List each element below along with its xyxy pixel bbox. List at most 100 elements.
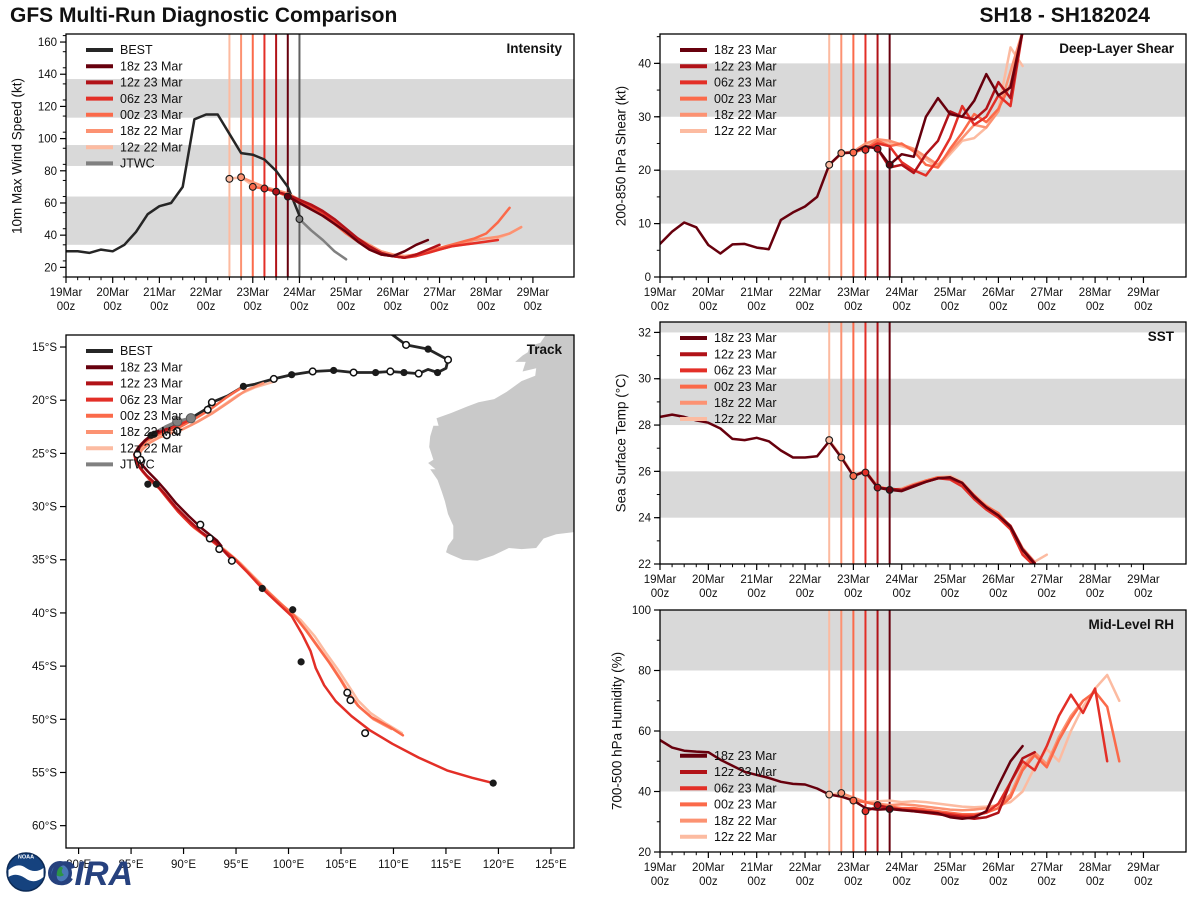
x-tick-label-hour: 00z bbox=[150, 301, 169, 313]
x-tick-label-day: 21Mar bbox=[143, 287, 176, 299]
agency-logos: NOAA CIRA bbox=[6, 852, 133, 893]
legend-label-rh: 00z 23 Mar bbox=[714, 798, 777, 812]
noaa-logo-text: NOAA bbox=[18, 855, 34, 861]
category-band bbox=[660, 610, 1186, 671]
y-tick-label: 80 bbox=[44, 166, 57, 178]
position-marker-00z bbox=[424, 345, 432, 353]
rh-series-18z 22 Mar bbox=[840, 699, 1085, 812]
category-band bbox=[660, 322, 1186, 333]
position-marker-12z bbox=[361, 729, 370, 738]
x-tick-label-hour: 00z bbox=[747, 876, 766, 888]
x-tick-label-hour: 00z bbox=[1086, 588, 1105, 600]
lon-tick-label: 120°E bbox=[483, 859, 515, 871]
sst-series-18z 23 Mar bbox=[660, 413, 1036, 564]
lat-tick-label: 30°S bbox=[32, 502, 57, 514]
category-band bbox=[660, 378, 1186, 426]
lon-tick-label: 115°E bbox=[431, 859, 462, 871]
x-tick-label-day: 21Mar bbox=[740, 574, 773, 586]
run-start-marker bbox=[861, 145, 870, 154]
x-tick-label-hour: 00z bbox=[477, 301, 496, 313]
lat-tick-label: 35°S bbox=[32, 555, 57, 567]
position-marker-12z bbox=[349, 368, 358, 377]
x-tick-label-hour: 00z bbox=[796, 588, 815, 600]
x-tick-label-hour: 00z bbox=[796, 301, 815, 313]
x-tick-label-hour: 00z bbox=[57, 301, 76, 313]
x-tick-label-day: 28Mar bbox=[1079, 862, 1112, 874]
x-tick-label-day: 19Mar bbox=[50, 287, 83, 299]
storm-id-title: SH18 - SH182024 bbox=[979, 4, 1150, 27]
legend-label-intensity: 00z 23 Mar bbox=[120, 108, 183, 122]
x-tick-label-day: 29Mar bbox=[1127, 574, 1160, 586]
run-start-marker bbox=[861, 807, 870, 816]
legend-label-intensity: 12z 23 Mar bbox=[120, 76, 183, 90]
run-start-marker bbox=[825, 160, 834, 169]
x-tick-label-hour: 00z bbox=[989, 588, 1008, 600]
lon-tick-label: 95°E bbox=[224, 859, 249, 871]
x-tick-label-hour: 00z bbox=[651, 876, 670, 888]
position-marker-12z bbox=[203, 405, 212, 414]
plot-area-rh bbox=[660, 610, 1186, 852]
legend-label-rh: 12z 23 Mar bbox=[714, 765, 777, 779]
legend-label-track: 12z 22 Mar bbox=[120, 441, 183, 455]
position-marker-12z bbox=[205, 534, 214, 543]
position-marker-00z bbox=[489, 779, 497, 787]
x-tick-label-day: 21Mar bbox=[740, 862, 773, 874]
shear-series-00z 23 Mar bbox=[852, 34, 1024, 169]
panel-border bbox=[659, 33, 1187, 278]
x-tick-label-day: 23Mar bbox=[236, 287, 269, 299]
y-tick-label: 32 bbox=[638, 327, 651, 339]
lat-tick-label: 50°S bbox=[32, 714, 57, 726]
lon-tick-label: 90°E bbox=[171, 859, 196, 871]
legend-label-intensity: 12z 22 Mar bbox=[120, 140, 183, 154]
intensity-series-12z 23 Mar bbox=[274, 190, 441, 259]
x-tick-label-hour: 00z bbox=[699, 876, 718, 888]
legend-label-shear: 12z 22 Mar bbox=[714, 124, 777, 138]
position-marker-00z bbox=[433, 368, 442, 377]
x-tick-label-hour: 00z bbox=[1134, 301, 1153, 313]
y-tick-label: 40 bbox=[638, 58, 651, 70]
category-band bbox=[660, 170, 1186, 224]
y-tick-label: 60 bbox=[638, 726, 651, 738]
legend-label-intensity: 06z 23 Mar bbox=[120, 92, 183, 106]
legend-label-shear: 12z 23 Mar bbox=[714, 59, 777, 73]
lat-tick-label: 15°S bbox=[32, 342, 57, 354]
x-tick-label-day: 26Mar bbox=[982, 287, 1015, 299]
x-tick-label-day: 28Mar bbox=[470, 287, 503, 299]
run-start-marker bbox=[237, 173, 246, 182]
x-tick-label-day: 29Mar bbox=[1127, 287, 1160, 299]
plot-area-intensity bbox=[66, 34, 574, 277]
run-start-marker bbox=[825, 790, 834, 799]
lat-tick-label: 40°S bbox=[32, 608, 57, 620]
position-marker-12z bbox=[136, 455, 145, 464]
x-tick-label-hour: 00z bbox=[941, 301, 960, 313]
y-tick-label: 26 bbox=[638, 466, 651, 478]
x-tick-label-hour: 00z bbox=[941, 588, 960, 600]
x-tick-label-day: 22Mar bbox=[789, 574, 822, 586]
y-tick-label: 20 bbox=[44, 262, 57, 274]
y-tick-label: 40 bbox=[44, 230, 57, 242]
run-start-marker bbox=[861, 468, 870, 477]
intensity-series-JTWC bbox=[298, 217, 348, 261]
position-marker-00z bbox=[297, 658, 305, 666]
y-tick-label: 20 bbox=[638, 165, 651, 177]
x-tick-label-day: 24Mar bbox=[885, 287, 918, 299]
x-tick-label-day: 19Mar bbox=[644, 862, 677, 874]
x-tick-label-hour: 00z bbox=[103, 301, 122, 313]
panel-border bbox=[659, 321, 1187, 565]
legend-label-rh: 12z 22 Mar bbox=[714, 830, 777, 844]
legend-label-track: 00z 23 Mar bbox=[120, 409, 183, 423]
lon-tick-label: 105°E bbox=[325, 859, 357, 871]
x-tick-label-hour: 00z bbox=[1086, 301, 1105, 313]
x-tick-label-hour: 00z bbox=[844, 301, 863, 313]
x-tick-label-day: 29Mar bbox=[517, 287, 550, 299]
y-tick-label: 160 bbox=[38, 37, 57, 49]
y-tick-label: 40 bbox=[638, 787, 651, 799]
run-start-marker bbox=[873, 144, 882, 153]
legend-label-rh: 18z 22 Mar bbox=[714, 814, 777, 828]
y-tick-label: 30 bbox=[638, 374, 651, 386]
position-marker-12z bbox=[443, 355, 453, 364]
legend-label-sst: 00z 23 Mar bbox=[714, 380, 777, 394]
run-start-marker bbox=[837, 453, 846, 462]
run-start-marker bbox=[272, 187, 281, 196]
